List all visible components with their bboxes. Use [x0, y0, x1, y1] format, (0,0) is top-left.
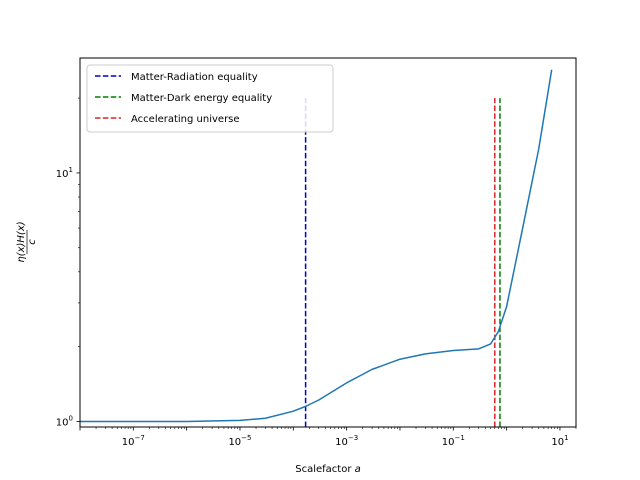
- x-tick-label-1: 10−5: [228, 434, 251, 448]
- y-tick-label-0: 100: [56, 414, 73, 428]
- y-axis-label-denominator: c: [27, 239, 38, 245]
- x-tick-label-2: 10−3: [335, 434, 358, 448]
- legend-label-2: Accelerating universe: [131, 114, 240, 125]
- x-axis-label: Scalefactor a: [295, 464, 361, 475]
- y-axis-ticks: 100 101: [56, 97, 80, 428]
- y-axis-label-numerator: η(x)H(x): [16, 221, 27, 262]
- vlines-layer: [304, 98, 501, 427]
- series-line: [80, 69, 553, 423]
- x-tick-label-0: 10−7: [122, 434, 145, 448]
- y-axis-label: η(x)H(x) c: [16, 221, 38, 262]
- legend-label-1: Matter-Dark energy equality: [131, 93, 272, 104]
- legend: Matter-Radiation equality Matter-Dark ene…: [86, 64, 334, 133]
- plot-frame: [79, 57, 577, 428]
- x-axis-ticks: 10−7 10−5 10−3 10−1 101: [79, 427, 577, 448]
- curve-layer: [80, 69, 553, 423]
- legend-box: [86, 64, 334, 133]
- x-tick-label-4: 101: [551, 434, 568, 448]
- y-tick-label-1: 101: [56, 166, 73, 180]
- legend-label-0: Matter-Radiation equality: [131, 72, 258, 83]
- x-tick-label-3: 10−1: [442, 434, 465, 448]
